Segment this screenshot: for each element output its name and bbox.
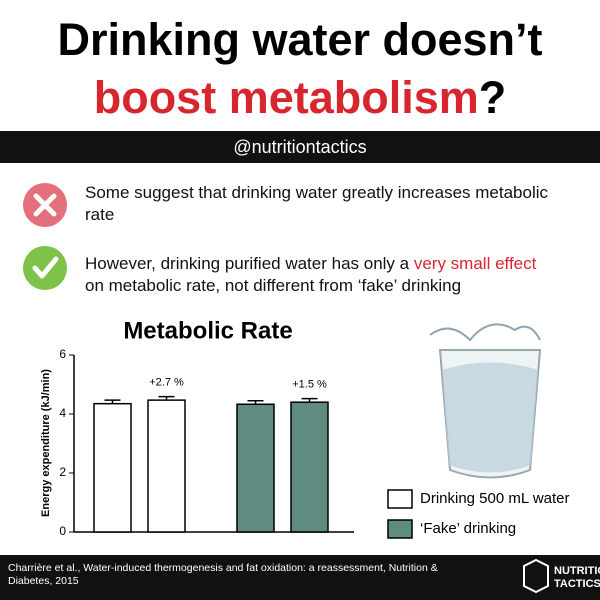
point: However, drinking purified water has onl… (85, 253, 555, 297)
legend-swatch (387, 519, 413, 539)
bar (236, 403, 275, 533)
error-bar (301, 397, 318, 403)
glass (429, 323, 542, 479)
bar (147, 399, 186, 533)
cross (33, 193, 57, 217)
citation: Charrière et al., Water-induced thermoge… (8, 562, 438, 587)
point-text: on metabolic rate, not different from ‘f… (85, 276, 462, 295)
logo (523, 558, 549, 594)
handle-bar (0, 131, 600, 163)
point-text: However, drinking purified water has onl… (85, 254, 414, 273)
point-text: Some suggest that drinking water greatly… (85, 183, 549, 224)
y-tick-label: 0 (59, 524, 66, 538)
bar (93, 402, 132, 533)
error-bar (158, 395, 175, 401)
bar (290, 401, 329, 533)
handle: @nutritiontactics (233, 137, 366, 157)
annotation: +2.7 % (149, 377, 184, 389)
footer-bar (0, 555, 600, 600)
y-tick-label: 4 (59, 406, 66, 420)
error-bar (247, 399, 264, 405)
annotation: +1.5 % (292, 379, 327, 391)
chart-title: Metabolic Rate (123, 317, 292, 344)
y-tick-label: 6 (59, 347, 66, 361)
y-axis-label: Energy expenditure (kJ/min) (40, 369, 52, 517)
title-mark: ? (478, 72, 507, 123)
title: boost metabolism? (0, 73, 600, 123)
legend-swatch (387, 489, 413, 509)
highlight: very small effect (413, 254, 537, 273)
point: Some suggest that drinking water greatly… (85, 182, 555, 226)
title-highlight: boost metabolism (93, 72, 479, 123)
y-tick-label: 2 (59, 465, 66, 479)
title: Drinking water doesn’t (57, 14, 543, 65)
legend-label: ‘Fake’ drinking (420, 520, 516, 537)
check (32, 256, 59, 279)
brand: NUTRITION (554, 565, 600, 577)
check-icon (23, 246, 67, 290)
error-bar (104, 399, 121, 404)
legend-label: Drinking 500 mL water (420, 490, 570, 507)
brand: TACTICS (554, 578, 600, 590)
